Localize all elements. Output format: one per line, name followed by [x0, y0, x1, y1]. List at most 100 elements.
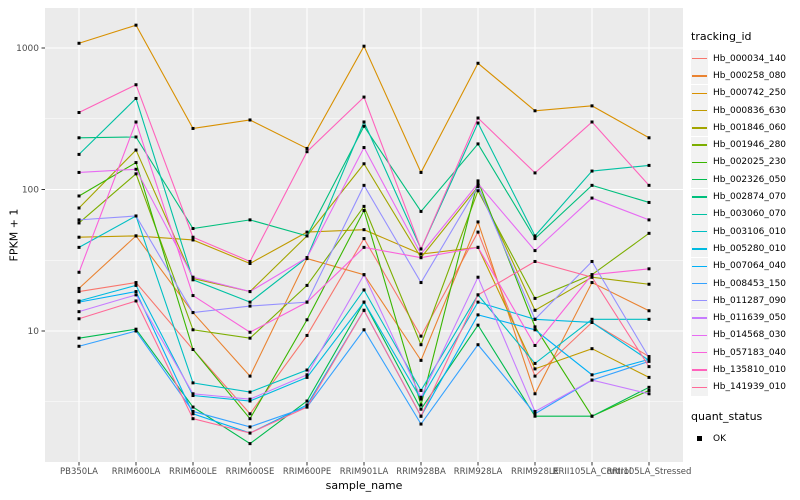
data-point [590, 320, 594, 324]
legend-item: Hb_002326_050 [691, 171, 799, 189]
data-point [362, 328, 366, 332]
data-point [305, 283, 309, 287]
legend-item: Hb_135810_010 [691, 361, 799, 379]
data-point [248, 397, 252, 401]
data-point [647, 282, 651, 286]
data-point [134, 167, 138, 171]
data-point [248, 442, 252, 446]
data-point [476, 185, 480, 189]
data-point [419, 170, 423, 174]
data-point [77, 152, 81, 156]
data-point [590, 183, 594, 187]
legend-item: Hb_003106_010 [691, 223, 799, 241]
data-point [134, 234, 138, 238]
data-point [419, 422, 423, 426]
data-point [533, 412, 537, 416]
data-point [476, 245, 480, 249]
legend-title-tracking-id: tracking_id [691, 30, 752, 43]
data-point [647, 317, 651, 321]
data-point [476, 343, 480, 347]
data-point [476, 121, 480, 125]
data-point [590, 120, 594, 124]
data-point [77, 270, 81, 274]
legend-item: Hb_005280_010 [691, 240, 799, 258]
data-point [191, 238, 195, 242]
data-point [362, 162, 366, 166]
data-point [77, 170, 81, 174]
data-point [647, 357, 651, 361]
legend-item-label: Hb_057183_040 [713, 347, 787, 358]
data-point [647, 163, 651, 167]
data-point [419, 403, 423, 407]
x-tick-label: RRIM901LA [340, 467, 389, 477]
data-point [647, 359, 651, 363]
data-point [191, 405, 195, 409]
data-point [248, 304, 252, 308]
data-point [134, 23, 138, 27]
data-point [533, 328, 537, 332]
data-point [248, 412, 252, 416]
data-point [305, 234, 309, 238]
data-point [191, 392, 195, 396]
legend-key-line-icon [691, 205, 708, 223]
legend-key-line-icon [691, 67, 708, 85]
data-point [191, 294, 195, 298]
data-point [191, 328, 195, 332]
data-point [590, 259, 594, 263]
legend-item-label: Hb_014568_030 [713, 330, 787, 341]
legend-item: Hb_014568_030 [691, 326, 799, 344]
data-point [590, 373, 594, 377]
x-tick-label: RRIM600PE [283, 467, 331, 477]
data-point [476, 230, 480, 234]
data-point [647, 392, 651, 396]
data-point [647, 200, 651, 204]
legend-key-line-icon [691, 378, 708, 396]
data-point [77, 206, 81, 210]
legend-item: Hb_141939_010 [691, 378, 799, 396]
legend-item-label: Hb_001846_060 [713, 122, 787, 133]
x-tick-label: RRII105LA_Stressed [607, 467, 692, 477]
series-color-swatch [692, 351, 707, 354]
data-point [533, 409, 537, 413]
data-point [305, 368, 309, 372]
data-point [419, 247, 423, 251]
data-point [362, 204, 366, 208]
data-point [77, 221, 81, 225]
data-point [533, 343, 537, 347]
data-point [647, 218, 651, 222]
legend-item: Hb_011287_090 [691, 292, 799, 310]
data-point [476, 116, 480, 120]
legend-items-quant-status: OK [691, 430, 799, 447]
series-color-swatch [692, 282, 707, 285]
legend-key-line-icon [691, 326, 708, 344]
data-point [419, 281, 423, 285]
legend-key-point-icon [691, 430, 708, 447]
legend-item: Hb_000034_140 [691, 50, 799, 68]
x-tick-label: RRIM600LE [169, 467, 217, 477]
legend-item-label: Hb_002025_230 [713, 157, 787, 168]
data-point [77, 317, 81, 321]
data-point [590, 275, 594, 279]
data-point [476, 323, 480, 327]
black-square-point-icon [697, 436, 702, 441]
data-point [305, 150, 309, 154]
legend-item-label: Hb_135810_010 [713, 364, 787, 375]
data-point [419, 395, 423, 399]
x-tick-label: RRIM928LA [454, 467, 503, 477]
data-point [590, 104, 594, 108]
data-point [419, 343, 423, 347]
data-point [134, 329, 138, 333]
data-point [419, 334, 423, 338]
data-point [533, 361, 537, 365]
data-point [647, 136, 651, 140]
legend-item: Hb_011639_050 [691, 309, 799, 327]
series-color-swatch [692, 57, 707, 60]
data-point [590, 273, 594, 277]
data-point [191, 412, 195, 416]
data-point [248, 259, 252, 263]
data-point [362, 237, 366, 241]
data-point [647, 183, 651, 187]
data-point [590, 347, 594, 351]
legend-item: Hb_000258_080 [691, 67, 799, 85]
